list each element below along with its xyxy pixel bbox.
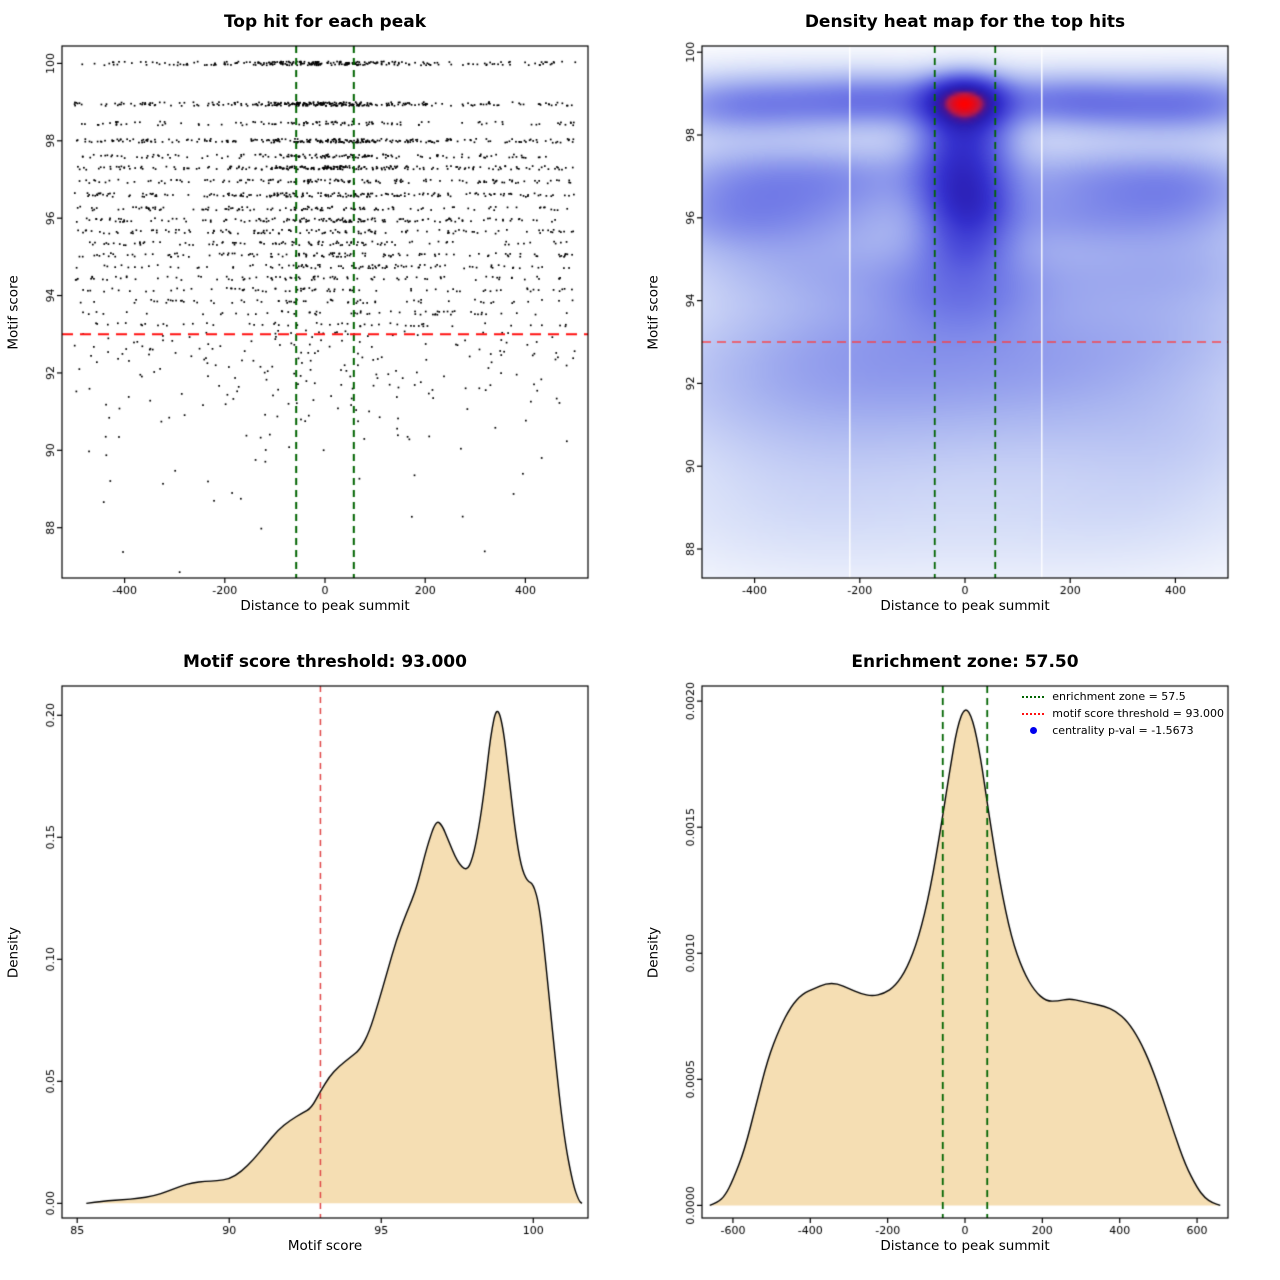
y-axis-label: Motif score	[645, 275, 662, 350]
scatter-plot-canvas	[0, 0, 640, 640]
legend-swatch-box	[1021, 709, 1045, 719]
panel-top-hits-scatter: Top hit for each peak Distance to peak s…	[0, 0, 640, 640]
legend-item-centrality-pval: centrality p-val = -1.5673	[1021, 724, 1224, 737]
y-axis-label: Motif score	[5, 275, 22, 350]
score-threshold-line-swatch	[1022, 712, 1045, 715]
panel-motif-score-density: Motif score threshold: 93.000 Motif scor…	[0, 640, 640, 1280]
chart-title: Density heat map for the top hits	[804, 12, 1126, 32]
y-axis-label: Density	[5, 926, 22, 979]
chart-title: Top hit for each peak	[223, 12, 427, 32]
x-axis-label: Distance to peak summit	[240, 598, 410, 614]
legend-label: motif score threshold = 93.000	[1052, 707, 1224, 720]
panel-summit-distance-density: Enrichment zone: 57.50 Distance to peak …	[640, 640, 1280, 1280]
centrality-pval-point-swatch	[1029, 727, 1037, 734]
enrichment-zone-line-swatch	[1022, 695, 1045, 698]
x-axis-label: Distance to peak summit	[880, 598, 1050, 614]
heatmap-canvas	[640, 0, 1280, 640]
legend-label: enrichment zone = 57.5	[1052, 690, 1186, 703]
legend-item-score-threshold: motif score threshold = 93.000	[1021, 707, 1224, 720]
chart-title: Enrichment zone: 57.50	[851, 652, 1079, 672]
chart-title: Motif score threshold: 93.000	[183, 652, 467, 672]
plot-legend: enrichment zone = 57.5 motif score thres…	[1021, 690, 1224, 737]
distance-density-canvas	[640, 640, 1280, 1280]
legend-label: centrality p-val = -1.5673	[1052, 724, 1194, 737]
motif-density-canvas	[0, 640, 640, 1280]
legend-swatch-box	[1021, 726, 1045, 736]
legend-swatch-box	[1021, 692, 1045, 702]
panel-density-heatmap: Density heat map for the top hits Distan…	[640, 0, 1280, 640]
x-axis-label: Motif score	[287, 1238, 363, 1254]
legend-item-enrichment-zone: enrichment zone = 57.5	[1021, 690, 1224, 703]
y-axis-label: Density	[645, 926, 662, 979]
x-axis-label: Distance to peak summit	[880, 1238, 1050, 1254]
